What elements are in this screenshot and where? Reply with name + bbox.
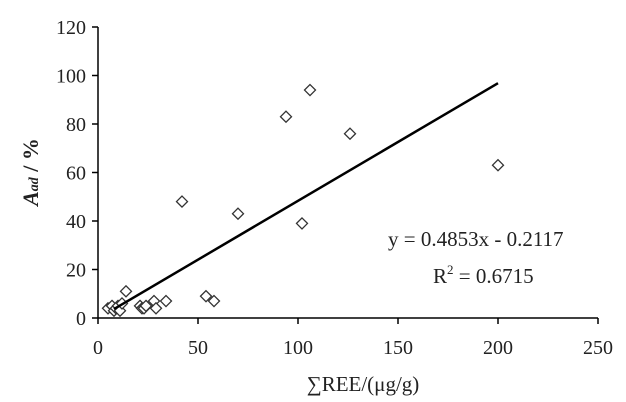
y-tick-label: 0 <box>76 308 86 330</box>
y-tick-label: 60 <box>66 163 86 185</box>
x-tick-label: 150 <box>383 337 413 359</box>
y-axis-label: Aad / % <box>18 138 43 208</box>
x-tick-label: 100 <box>283 337 313 359</box>
y-tick-label: 120 <box>56 17 86 39</box>
data-point <box>303 83 317 97</box>
x-tick-label: 0 <box>93 337 103 359</box>
data-point <box>491 158 505 172</box>
data-point <box>149 301 163 315</box>
data-point <box>279 110 293 124</box>
data-point <box>295 217 309 230</box>
x-axis-label: ∑REE/(μg/g) <box>307 372 420 396</box>
regression-equation: y = 0.4853x - 0.2117 <box>388 227 564 251</box>
data-point <box>119 284 133 298</box>
trendline <box>113 82 499 311</box>
y-tick-label: 100 <box>56 66 86 88</box>
data-point <box>199 289 213 303</box>
data-point <box>139 299 153 313</box>
y-tick-label: 80 <box>66 114 86 136</box>
x-ticks: 0 50 100 150 200 250 <box>93 318 613 359</box>
data-point <box>175 195 189 209</box>
data-point <box>343 127 357 141</box>
y-tick-label: 40 <box>66 211 86 233</box>
x-tick-label: 50 <box>188 337 208 359</box>
data-point <box>231 207 245 221</box>
y-tick-label: 20 <box>66 260 86 282</box>
data-point <box>159 294 173 308</box>
r-squared-label: R2 = 0.6715 <box>433 262 534 288</box>
x-tick-label: 200 <box>483 337 513 359</box>
y-ticks: 0 20 40 60 80 100 120 <box>56 17 98 330</box>
data-point <box>207 294 221 308</box>
x-tick-label: 250 <box>583 337 613 359</box>
